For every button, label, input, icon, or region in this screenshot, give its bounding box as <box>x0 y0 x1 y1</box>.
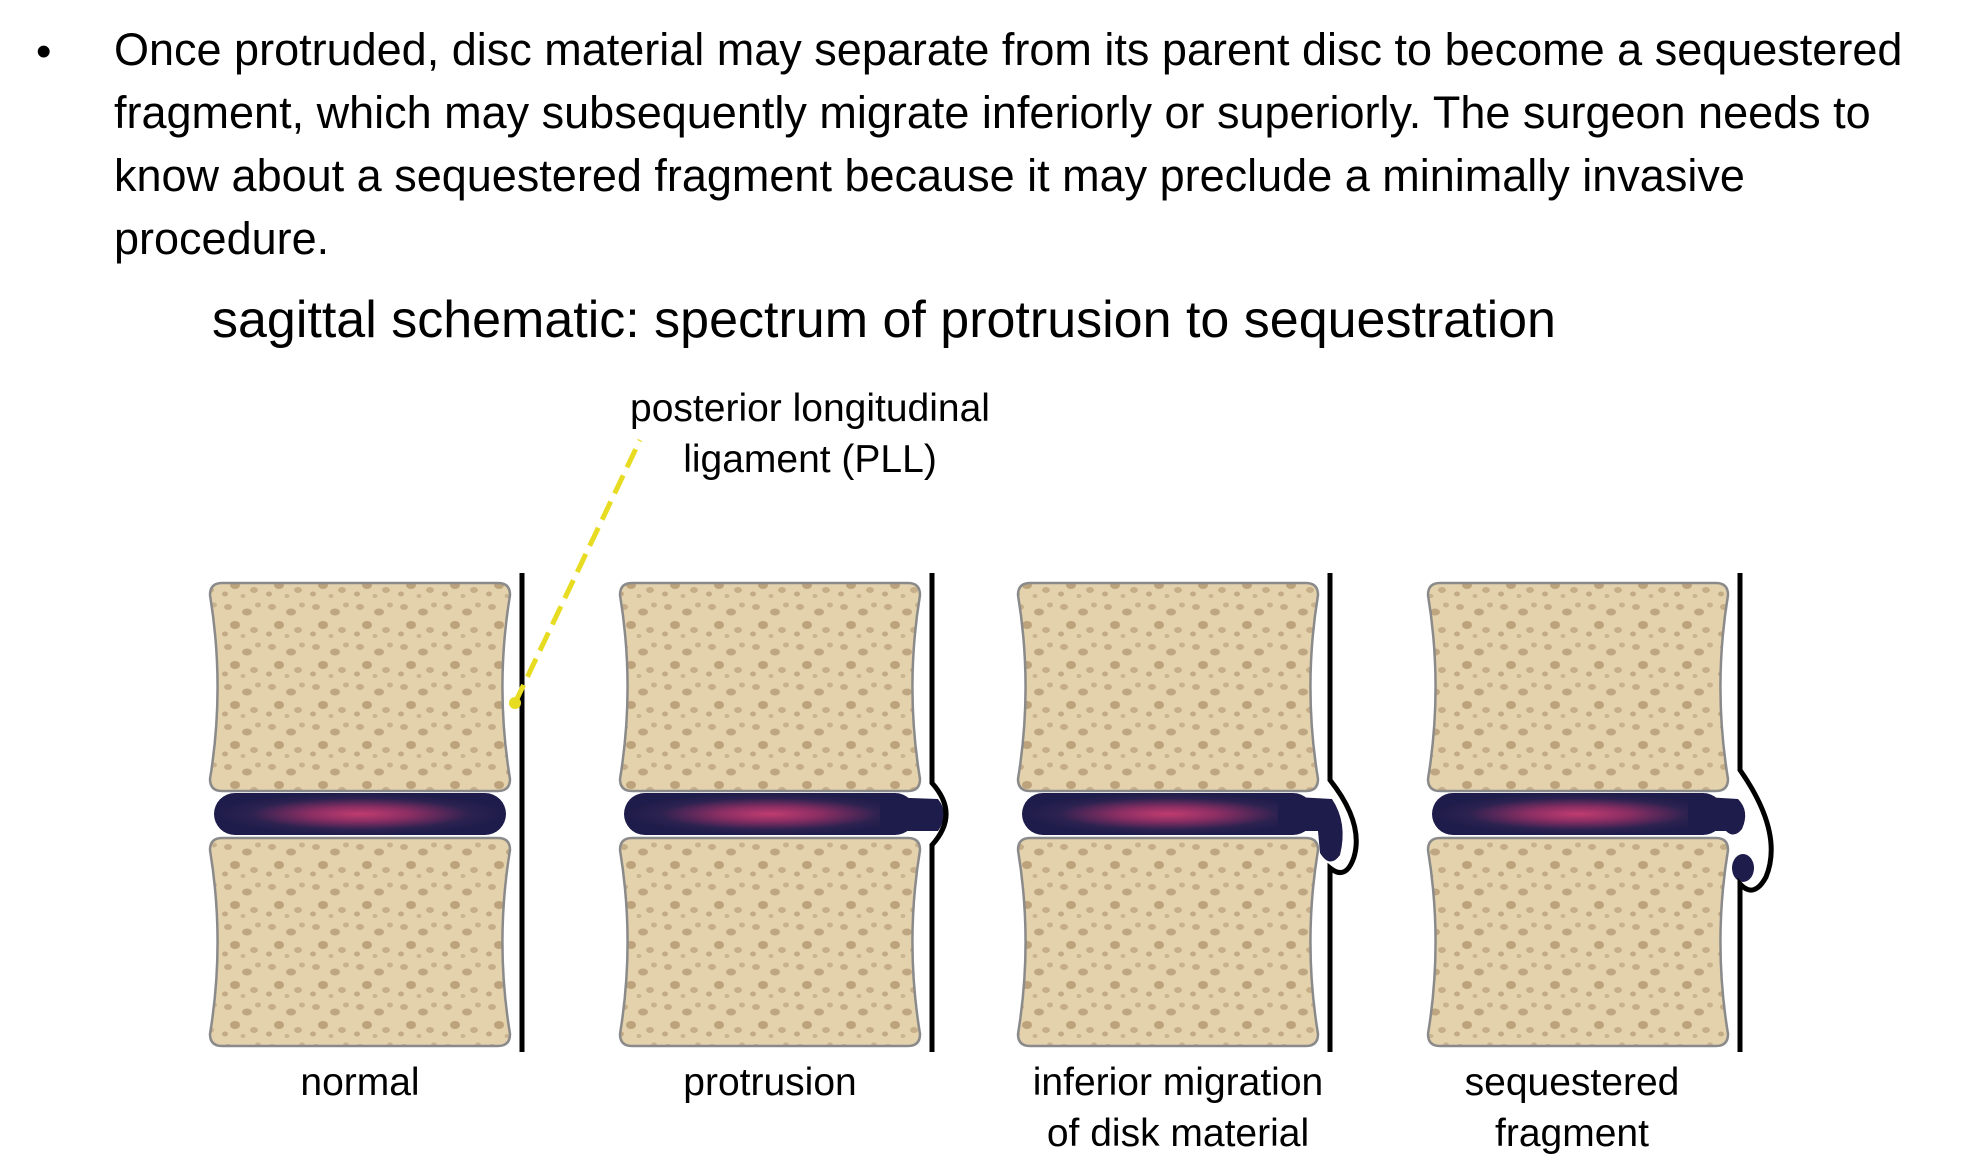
panel-label-line-2: fragment <box>1495 1112 1649 1155</box>
pll-label-line-2: ligament (PLL) <box>683 438 937 481</box>
panel-label-normal: normal <box>180 1057 540 1108</box>
disc-protrusion <box>880 797 944 831</box>
panel-normal <box>208 573 525 1052</box>
disc-bulge <box>1688 796 1746 835</box>
panel-label-sequestered: sequestered fragment <box>1392 1057 1752 1159</box>
lower-vertebra <box>208 836 512 1048</box>
panel-label-line-1: inferior migration <box>1032 1061 1324 1104</box>
panel-label-line-1: protrusion <box>683 1061 857 1104</box>
sequestered-fragment <box>1732 854 1754 882</box>
lower-vertebra <box>618 836 922 1048</box>
posterior-longitudinal-ligament <box>929 573 949 1052</box>
panel-sequestered <box>1426 573 1774 1052</box>
panel-label-line-1: normal <box>300 1061 420 1104</box>
intervertebral-disc <box>214 793 506 835</box>
posterior-longitudinal-ligament <box>1737 573 1774 1052</box>
intervertebral-disc <box>1432 793 1724 835</box>
panel-label-inferior-migration: inferior migration of disk material <box>998 1057 1358 1159</box>
upper-vertebra <box>1426 581 1730 793</box>
bullet-marker: • <box>36 27 52 76</box>
pll-label: posterior longitudinal ligament (PLL) <box>600 383 1020 485</box>
bullet-text: Once protruded, disc material may separa… <box>114 24 1903 264</box>
panel-inferior-migration <box>1016 573 1359 1052</box>
upper-vertebra <box>1016 581 1320 793</box>
lower-vertebra <box>1016 836 1320 1048</box>
pll-pointer-line <box>512 438 643 705</box>
migrated-disc-material <box>1278 796 1343 862</box>
intervertebral-disc <box>1022 793 1314 835</box>
intervertebral-disc <box>624 793 916 835</box>
upper-vertebra <box>208 581 512 793</box>
pll-label-line-1: posterior longitudinal <box>630 387 990 430</box>
lower-vertebra <box>1426 836 1730 1048</box>
panel-protrusion <box>618 573 949 1052</box>
panel-label-line-1: sequestered <box>1464 1061 1680 1104</box>
posterior-longitudinal-ligament <box>1327 573 1359 1052</box>
pll-pointer-dot <box>509 697 521 709</box>
upper-vertebra <box>618 581 922 793</box>
diagram-title: sagittal schematic: spectrum of protrusi… <box>212 291 1556 349</box>
panel-label-protrusion: protrusion <box>590 1057 950 1108</box>
panel-label-line-2: of disk material <box>1046 1112 1310 1155</box>
